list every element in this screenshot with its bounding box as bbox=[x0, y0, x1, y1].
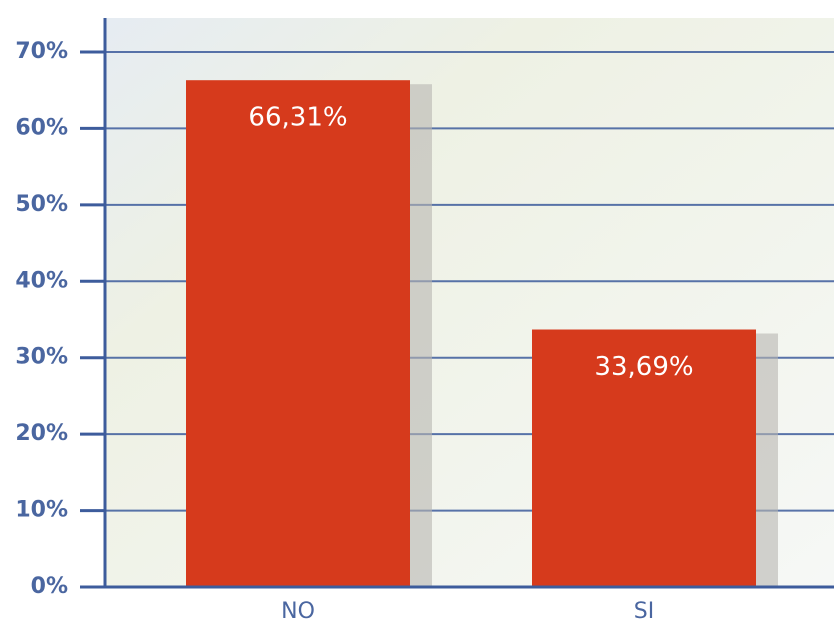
y-tick-label: 30% bbox=[15, 345, 68, 370]
y-tick-label: 40% bbox=[15, 268, 68, 293]
y-tick-label: 20% bbox=[15, 421, 68, 446]
x-tick-label: SI bbox=[634, 599, 654, 624]
value-label: 33,69% bbox=[594, 352, 693, 382]
bar bbox=[186, 80, 410, 587]
y-tick-label: 50% bbox=[15, 192, 68, 217]
value-label: 66,31% bbox=[248, 103, 347, 133]
y-tick-label: 10% bbox=[15, 498, 68, 523]
x-tick-label: NO bbox=[281, 599, 315, 624]
bar bbox=[532, 329, 756, 587]
y-tick-label: 60% bbox=[15, 115, 68, 140]
y-tick-label: 0% bbox=[31, 574, 68, 599]
y-tick-label: 70% bbox=[15, 39, 68, 64]
